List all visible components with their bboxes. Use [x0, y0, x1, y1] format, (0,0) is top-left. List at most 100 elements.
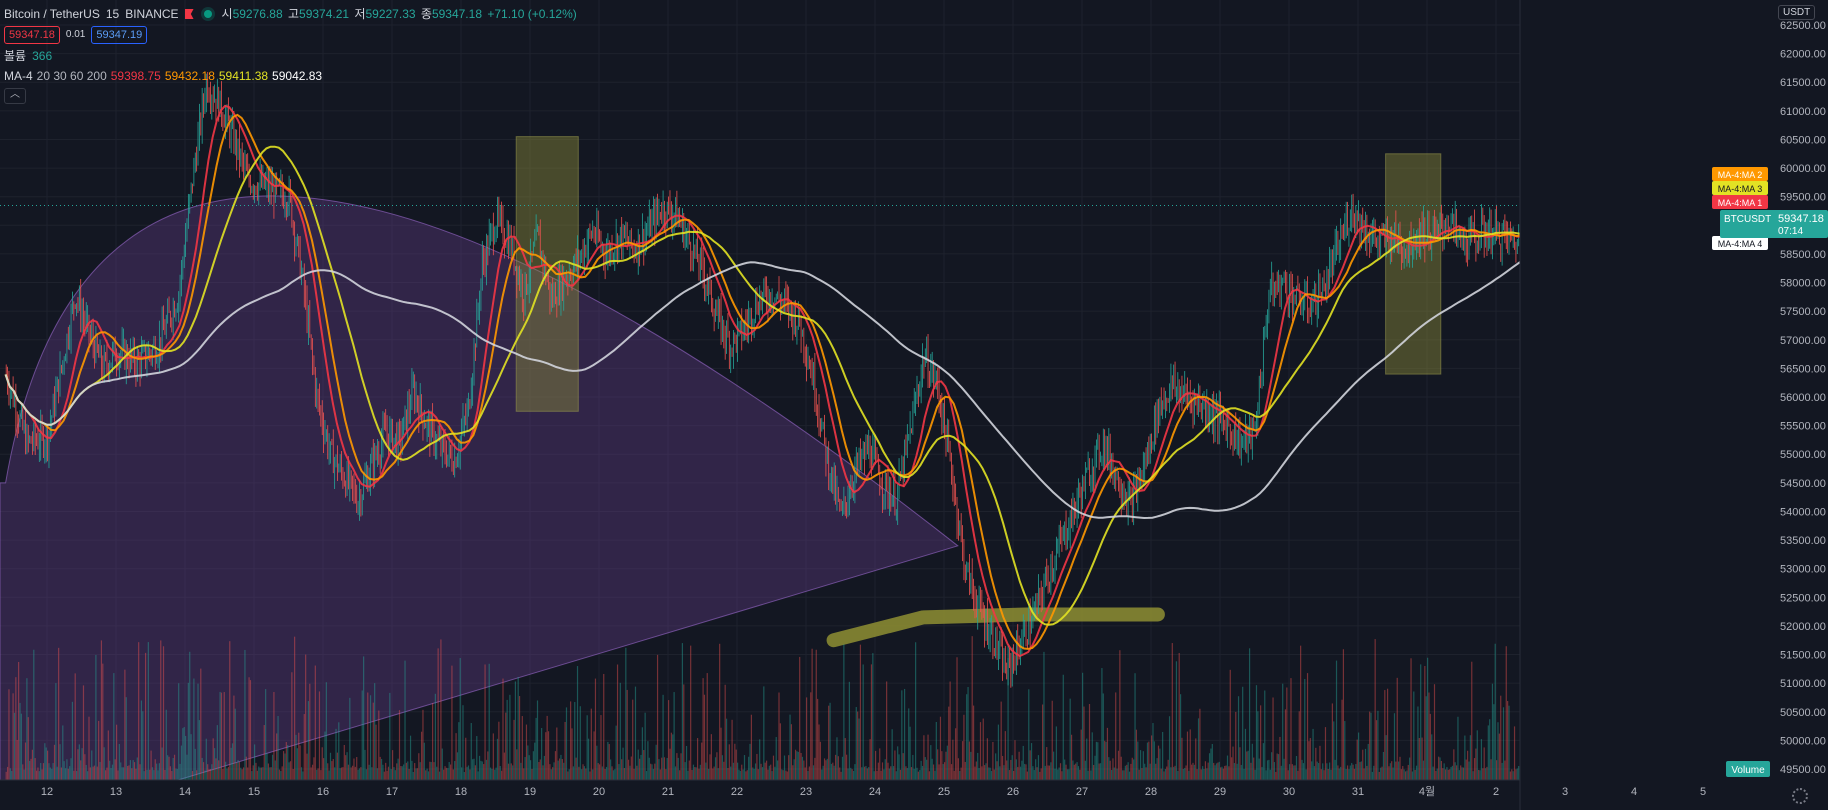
volume-bar [1304, 678, 1306, 780]
volume-bar [80, 760, 82, 780]
volume-bar [1137, 741, 1139, 780]
volume-bar [185, 735, 187, 780]
currency-button[interactable]: USDT [1778, 5, 1816, 20]
volume-bar [971, 636, 973, 780]
volume-bar [788, 755, 790, 780]
volume-bar [469, 769, 471, 780]
sell-button[interactable]: 59347.18 [4, 26, 60, 44]
volume-bar [948, 706, 950, 780]
volume-bar [942, 764, 944, 780]
interval[interactable]: 15 [105, 7, 120, 21]
volume-bar [405, 762, 407, 780]
volume-bar [237, 759, 239, 780]
symbol-name[interactable]: Bitcoin / TetherUS [4, 7, 100, 21]
volume-bar [331, 761, 333, 780]
volume-bar [385, 762, 387, 780]
volume-bar [978, 768, 980, 780]
volume-bar [67, 768, 69, 780]
volume-bar [1421, 737, 1423, 780]
volume-bar [992, 742, 994, 780]
volume-bar [311, 764, 314, 780]
volume-bar [461, 767, 463, 780]
volume-bar [997, 724, 1000, 780]
volume-bar [921, 765, 924, 780]
volume-bar [1308, 741, 1310, 780]
volume-bar [568, 769, 570, 780]
volume-bar [875, 750, 877, 780]
volume-bar [915, 642, 917, 780]
ma-legend-name[interactable]: MA-4 [4, 69, 33, 83]
volume-bar [82, 685, 85, 780]
ma-line-2 [4, 113, 1559, 650]
volume-bar [753, 768, 755, 780]
volume-bar [1344, 721, 1346, 780]
volume-bar [1496, 760, 1498, 780]
volume-bar [881, 762, 884, 780]
volume-bar [89, 767, 91, 780]
volume-bar [1333, 721, 1335, 780]
volume-bar [1255, 685, 1258, 780]
volume-bar [1195, 738, 1197, 780]
volume-legend-label[interactable]: 볼륨 [4, 49, 27, 63]
volume-bar [985, 763, 987, 780]
volume-bar [176, 768, 178, 780]
volume-bar [1051, 700, 1053, 780]
volume-bar [1461, 767, 1463, 780]
volume-bar [483, 764, 485, 780]
volume-bar [16, 739, 18, 780]
volume-bar [564, 721, 566, 780]
volume-bar [861, 767, 863, 780]
volume-bar [759, 739, 761, 780]
volume-bar [223, 692, 225, 780]
volume-bar [1429, 713, 1431, 780]
volume-bar [1504, 760, 1506, 780]
volume-bar [139, 764, 141, 780]
volume-bar [666, 757, 668, 780]
volume-bar [556, 727, 558, 780]
volume-bar [989, 767, 991, 780]
volume-bar [233, 695, 235, 780]
volume-bar [730, 766, 732, 780]
volume-bar [307, 701, 310, 780]
volume-bar [1478, 769, 1480, 780]
ma-label-text: MA-4:MA 1 [1718, 198, 1763, 208]
volume-bar [183, 727, 185, 780]
volume-bar [1037, 755, 1040, 780]
volume-bar [919, 770, 921, 780]
volume-bar [1192, 762, 1194, 780]
volume-bar [244, 649, 246, 780]
volume-bar [1220, 767, 1222, 780]
volume-bar [1465, 759, 1467, 780]
volume-bar [1345, 769, 1347, 780]
volume-bar [1260, 705, 1262, 780]
volume-bar [669, 748, 671, 780]
volume-bar [494, 769, 496, 780]
volume-bar [1048, 765, 1051, 780]
buy-button[interactable]: 59347.19 [91, 26, 148, 44]
volume-bar [1277, 754, 1280, 780]
volume-bar [672, 734, 674, 780]
volume-bar [1153, 741, 1155, 780]
volume-bar [69, 766, 71, 780]
y-tick-label: 60000.00 [1780, 163, 1826, 175]
volume-bar [661, 757, 663, 780]
chevron-up-icon[interactable]: ︿ [4, 88, 26, 104]
volume-bar [1126, 764, 1128, 780]
gear-icon[interactable] [1792, 788, 1808, 804]
volume-bar [466, 766, 468, 780]
volume-bar [318, 691, 321, 780]
flag-icon[interactable] [184, 9, 194, 19]
volume-bar [848, 681, 850, 780]
volume-bar [610, 759, 612, 780]
volume-bars [5, 636, 1560, 780]
volume-bar [645, 771, 648, 780]
volume-bar [691, 769, 693, 780]
volume-bar [637, 749, 639, 780]
volume-bar [799, 656, 801, 780]
volume-bar [1232, 746, 1234, 780]
volume-bar [251, 771, 253, 780]
volume-bar [1438, 756, 1440, 780]
volume-bar [443, 769, 445, 780]
volume-bar [124, 669, 126, 780]
